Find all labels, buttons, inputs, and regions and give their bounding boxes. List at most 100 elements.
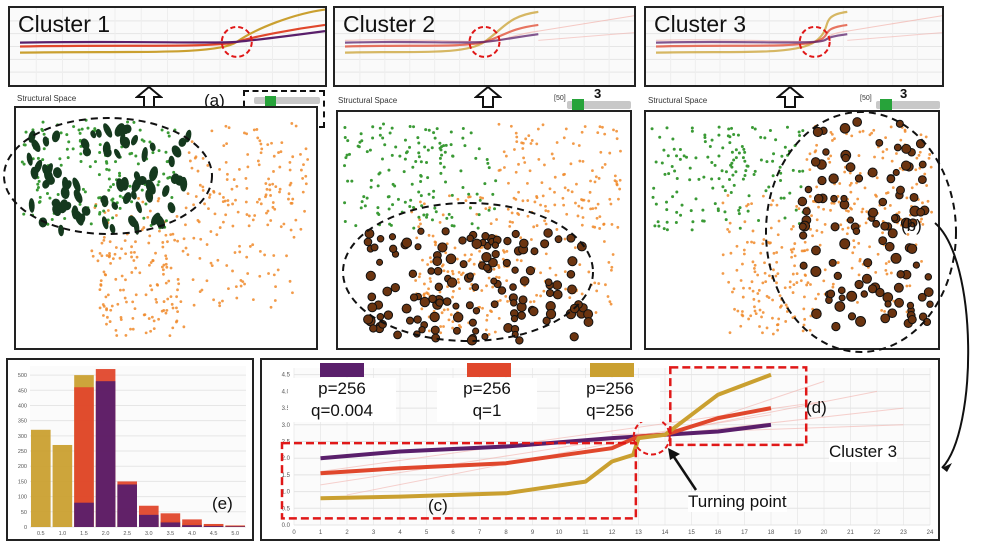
scatter-point	[274, 185, 278, 189]
scatter-point	[888, 204, 892, 207]
scatter-point	[759, 158, 763, 162]
slider-handle[interactable]	[265, 96, 276, 106]
scatter-point	[771, 199, 775, 202]
scatter-point	[442, 165, 446, 169]
scatter-point	[457, 280, 460, 284]
scatter-point	[593, 180, 597, 184]
scatter-point	[474, 156, 478, 160]
scatter-point	[555, 141, 559, 144]
highlighted-point	[122, 124, 129, 135]
scatter-point	[670, 164, 674, 168]
highlighted-point	[924, 273, 933, 281]
scatter-point	[920, 217, 923, 221]
scatter-point	[225, 264, 229, 267]
scatter-point	[780, 246, 784, 249]
scatter-point	[537, 157, 541, 161]
scatter-point	[299, 152, 302, 156]
scatter-point	[891, 186, 895, 190]
scatter-point	[609, 302, 613, 306]
cluster-slider[interactable]	[876, 101, 940, 109]
scatter-point	[45, 192, 49, 196]
scatter-point	[108, 240, 112, 244]
scatter-point	[790, 227, 793, 231]
highlighted-point	[51, 130, 61, 143]
scatter-point	[218, 168, 221, 171]
slider-value: [50]	[554, 95, 566, 102]
scatter-point	[426, 176, 430, 180]
scatter-point	[98, 212, 102, 216]
scatter-point	[508, 220, 512, 224]
scatter-point	[116, 302, 120, 306]
scatter-point	[390, 126, 394, 130]
scatter-point	[388, 222, 392, 226]
scatter-point	[828, 160, 832, 164]
scatter-point	[467, 259, 471, 263]
x-tick-label: 12	[609, 530, 616, 536]
cluster-slider[interactable]	[567, 101, 631, 109]
hist-x-tick-label: 4.5	[210, 531, 218, 537]
scatter-point	[246, 165, 250, 169]
slider-handle[interactable]	[572, 99, 584, 110]
scatter-point	[412, 206, 416, 210]
highlighted-point	[854, 174, 864, 183]
highlighted-point	[923, 287, 934, 298]
scatter-point	[753, 270, 757, 274]
scatter-point	[802, 323, 806, 327]
cluster-slider[interactable]	[254, 97, 320, 104]
scatter-point	[517, 162, 520, 166]
scatter-point	[134, 240, 137, 244]
scatter-point	[252, 128, 256, 132]
highlighted-point	[170, 173, 180, 184]
cluster1-preview-plot	[10, 8, 325, 85]
scatter-point	[480, 245, 484, 249]
highlighted-point	[441, 227, 450, 236]
x-tick-label: 5	[425, 530, 429, 536]
scatter-point	[761, 242, 765, 246]
slider-handle[interactable]	[880, 99, 892, 110]
scatter-point	[856, 300, 859, 304]
scatter-point	[345, 153, 349, 157]
scatter-point	[269, 219, 273, 222]
hist-y-tick-label: 100	[18, 495, 27, 501]
scatter-point	[535, 293, 539, 297]
scatter-point	[212, 189, 215, 193]
scatter-point	[553, 190, 556, 194]
highlighted-point	[446, 277, 458, 288]
scatter-point	[611, 253, 615, 256]
cluster1-preview: Cluster 1	[8, 6, 327, 87]
scatter-point	[889, 271, 893, 275]
scatter-point	[147, 241, 151, 245]
scatter-point	[111, 183, 115, 187]
scatter-point	[721, 201, 725, 205]
scatter-point	[603, 132, 607, 136]
highlighted-point	[515, 336, 524, 345]
highlighted-point	[114, 123, 125, 137]
scatter-point	[884, 136, 887, 140]
scatter-point	[881, 150, 885, 154]
scatter-point	[505, 279, 509, 282]
hist-x-tick-label: 1.5	[80, 531, 88, 537]
scatter-point	[829, 154, 833, 158]
scatter-point	[410, 182, 414, 186]
scatter-point	[791, 291, 795, 294]
scatter-point	[487, 333, 491, 336]
highlighted-point	[839, 238, 851, 250]
scatter-point	[461, 136, 465, 140]
highlighted-point	[867, 167, 878, 178]
scatter-point	[419, 174, 423, 178]
scatter-point	[915, 182, 919, 186]
scatter-point	[849, 181, 853, 185]
scatter-point	[226, 199, 230, 202]
scatter-point	[218, 192, 222, 196]
highlighted-point	[452, 302, 460, 310]
y-tick-label: 1.0	[282, 490, 291, 496]
scatter-point	[846, 226, 850, 230]
x-tick-label: 10	[556, 530, 563, 536]
scatter-point	[562, 203, 566, 207]
scatter-point	[662, 227, 666, 231]
scatter-point	[167, 134, 171, 138]
scatter-point	[244, 200, 248, 204]
scatter-point	[111, 216, 115, 220]
scatter-point	[238, 250, 242, 254]
scatter-point	[257, 163, 261, 167]
